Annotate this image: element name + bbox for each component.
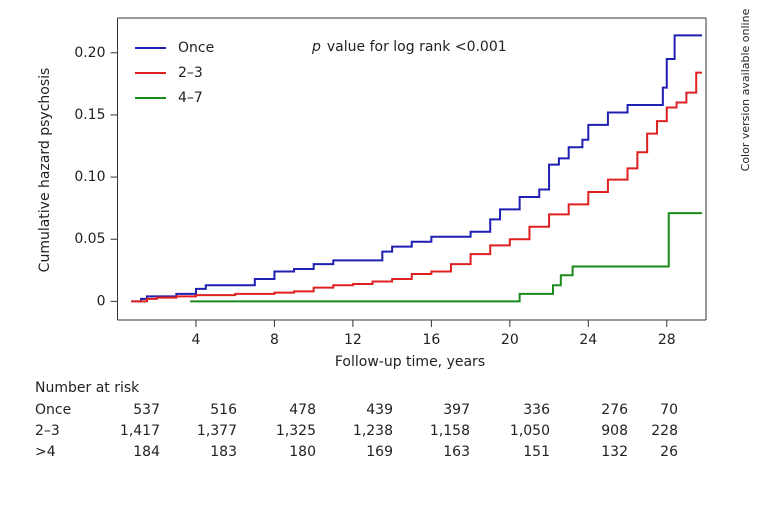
annotation: p value for log rank <0.001 — [311, 39, 507, 55]
risk-cell: 276 — [601, 402, 628, 418]
risk-cell: 516 — [210, 402, 237, 418]
y-tick-label: 0.05 — [74, 231, 105, 247]
x-tick-label: 20 — [501, 332, 519, 348]
risk-cell: 184 — [133, 444, 160, 460]
risk-cell: 1,050 — [510, 423, 550, 439]
risk-cell: 439 — [366, 402, 393, 418]
y-tick-label: 0.15 — [74, 107, 105, 123]
y-tick-label: 0.20 — [74, 45, 105, 61]
risk-cell: 1,417 — [120, 423, 160, 439]
x-tick-label: 12 — [344, 332, 362, 348]
risk-cell: 1,377 — [197, 423, 237, 439]
x-tick-label: 16 — [422, 332, 440, 348]
risk-cell: 1,325 — [276, 423, 316, 439]
risk-cell: 478 — [289, 402, 316, 418]
legend-label: 4–7 — [178, 90, 203, 106]
series-line — [131, 34, 703, 303]
side-note: Color version available online — [739, 8, 752, 171]
risk-row-label: Once — [35, 402, 71, 418]
risk-cell: 397 — [443, 402, 470, 418]
risk-cell: 132 — [601, 444, 628, 460]
risk-cell: 537 — [133, 402, 160, 418]
risk-cell: 228 — [651, 423, 678, 439]
series-line — [190, 212, 703, 303]
risk-cell: 169 — [366, 444, 393, 460]
annotation-text: value for log rank <0.001 — [327, 39, 507, 55]
risk-table-title: Number at risk — [35, 380, 140, 396]
risk-cell: 1,158 — [430, 423, 470, 439]
y-axis-label: Cumulative hazard psychosis — [37, 68, 53, 273]
legend-label: 2–3 — [178, 65, 203, 81]
x-tick-label: 24 — [579, 332, 597, 348]
risk-cell: 163 — [443, 444, 470, 460]
x-axis-label: Follow-up time, years — [335, 354, 485, 370]
risk-cell: 151 — [523, 444, 550, 460]
series-line — [131, 71, 703, 303]
annotation-italic: p — [311, 39, 321, 55]
risk-cell: 70 — [660, 402, 678, 418]
x-tick-label: 8 — [270, 332, 279, 348]
risk-row-label: >4 — [35, 444, 56, 460]
x-tick-label: 28 — [658, 332, 676, 348]
x-tick-label: 4 — [192, 332, 201, 348]
y-tick-label: 0.10 — [74, 169, 105, 185]
y-tick-label: 0 — [97, 293, 106, 309]
risk-cell: 336 — [523, 402, 550, 418]
risk-cell: 180 — [289, 444, 316, 460]
risk-cell: 1,238 — [353, 423, 393, 439]
risk-cell: 26 — [660, 444, 678, 460]
risk-cell: 908 — [601, 423, 628, 439]
legend-label: Once — [178, 40, 214, 56]
risk-row-label: 2–3 — [35, 423, 60, 439]
risk-cell: 183 — [210, 444, 237, 460]
